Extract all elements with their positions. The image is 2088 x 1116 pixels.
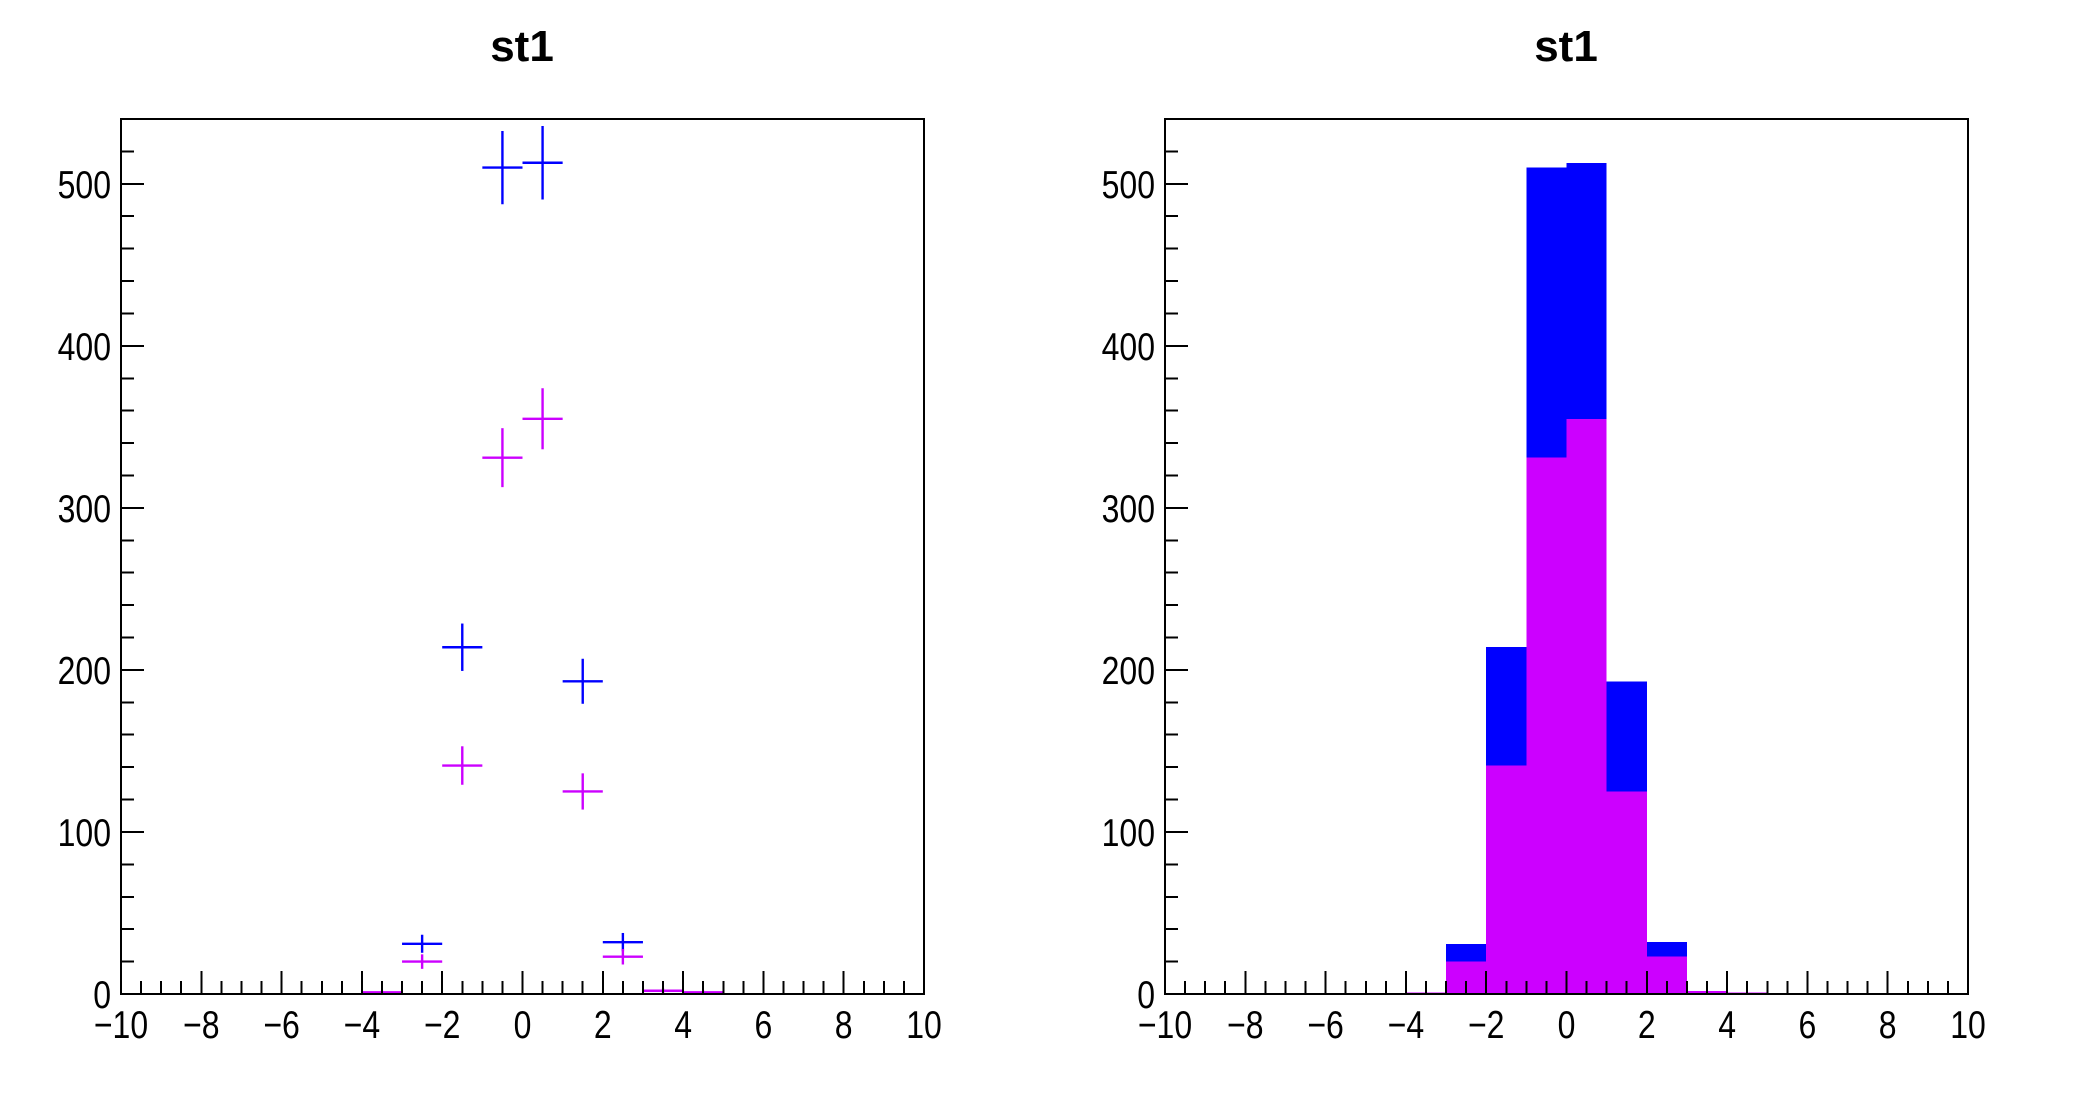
y-axis-label: 100 [58,812,111,855]
y-axis-label: 500 [58,164,111,207]
x-axis-label: 4 [1718,1004,1736,1047]
y-axis-label: 100 [1102,812,1155,855]
x-axis-label: −8 [183,1004,220,1047]
x-axis-label: 6 [1799,1004,1817,1047]
x-axis-label: −6 [263,1004,300,1047]
x-axis-label: 0 [1558,1004,1576,1047]
x-axis-label: −10 [1138,1004,1192,1047]
left-plot-title: st1 [490,22,554,71]
x-axis-label: −8 [1227,1004,1264,1047]
x-axis-label: 8 [835,1004,853,1047]
right-plot-title: st1 [1534,22,1598,71]
left-pad: st1 −10 −8 −6 −4 −2 0 2 4 6 8 10 0 100 200 300 400 500 [57,22,942,1047]
x-axis-label: −10 [94,1004,148,1047]
y-axis-label: 400 [58,326,111,369]
y-axis-label: 400 [1102,326,1155,369]
x-axis-label: −4 [1388,1004,1425,1047]
x-axis-label: 10 [906,1004,942,1047]
x-axis-label: 2 [1638,1004,1656,1047]
y-axis-label: 0 [1137,974,1155,1017]
x-axis-label: 8 [1879,1004,1897,1047]
x-axis-label: −6 [1307,1004,1344,1047]
y-axis-label: 200 [58,650,111,693]
right-pad: st1 −10 −8 −6 −4 −2 0 2 4 6 8 10 0 100 200 300 400 500 [1044,0,2088,1116]
x-axis-label: 4 [674,1004,692,1047]
y-axis-label: 300 [1102,488,1155,531]
y-axis-label: 0 [93,974,111,1017]
y-axis-label: 500 [1102,164,1155,207]
x-axis-label: −2 [424,1004,461,1047]
y-axis-label: 200 [1102,650,1155,693]
x-axis-label: −4 [344,1004,381,1047]
x-axis-label: 0 [514,1004,532,1047]
plot-frame [120,118,925,995]
x-axis-label: 10 [1950,1004,1986,1047]
filled-histogram-violet_histogram [1165,418,1968,994]
x-axis-label: 2 [594,1004,612,1047]
y-axis-label: 300 [58,488,111,531]
x-axis-label: 6 [755,1004,773,1047]
x-axis-label: −2 [1468,1004,1505,1047]
